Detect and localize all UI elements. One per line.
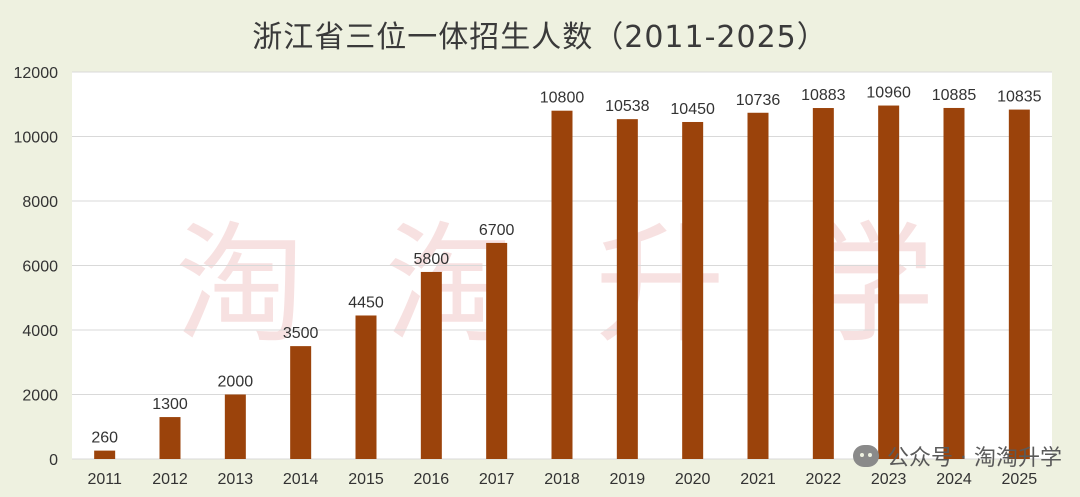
x-tick-label: 2023 [871,471,907,488]
data-label: 260 [91,430,118,447]
data-label: 5800 [414,251,450,268]
bar [224,394,246,459]
bar [290,346,312,459]
data-label: 2000 [218,374,254,391]
bar [486,242,508,459]
bar [682,121,704,460]
y-tick-label: 10000 [14,130,59,147]
chart-title: 浙江省三位一体招生人数（2011-2025） [252,20,828,55]
data-label: 10885 [932,87,977,104]
bar [1008,109,1030,459]
data-label: 10960 [866,85,911,102]
x-tick-label: 2015 [348,471,384,488]
bar [420,271,442,459]
data-label: 1300 [152,396,188,413]
watermark-char: 升 [595,209,725,361]
data-label: 6700 [479,222,515,239]
bar [94,450,116,459]
x-tick-label: 2021 [740,471,776,488]
bar [551,110,573,459]
data-label: 10883 [801,87,846,104]
x-tick-label: 2020 [675,471,711,488]
bar [878,105,900,459]
x-tick-label: 2011 [87,471,122,488]
x-tick-label: 2024 [936,471,972,488]
y-tick-label: 0 [49,452,58,469]
y-tick-label: 2000 [22,388,58,405]
x-tick-label: 2012 [152,471,188,488]
wechat-icon [853,445,880,467]
y-tick-label: 6000 [22,259,58,276]
x-tick-label: 2017 [479,471,515,488]
watermark-char: 淘 [175,209,305,361]
x-tick-label: 2018 [544,471,580,488]
footer-text: 公众号 · 淘淘升学 [887,446,1062,471]
x-tick-label: 2016 [414,471,450,488]
bar [616,119,638,459]
y-tick-label: 4000 [22,323,58,340]
bar [355,315,377,459]
bar [747,112,769,459]
data-label: 10538 [605,98,650,115]
data-label: 10835 [997,89,1042,106]
data-label: 3500 [283,325,319,342]
bar [812,108,834,459]
x-tick-label: 2013 [218,471,254,488]
data-label: 4450 [348,294,384,311]
data-label: 10800 [540,90,585,107]
x-tick-label: 2019 [610,471,646,488]
y-tick-label: 12000 [14,65,59,82]
data-label: 10736 [736,92,781,109]
bar [943,107,965,460]
data-label: 10450 [670,101,715,118]
x-tick-label: 2014 [283,471,319,488]
wechat-footer: 公众号 · 淘淘升学 [853,440,1062,472]
x-tick-label: 2025 [1002,471,1038,488]
y-tick-label: 8000 [22,194,58,211]
bar [159,417,181,459]
x-tick-label: 2022 [806,471,842,488]
